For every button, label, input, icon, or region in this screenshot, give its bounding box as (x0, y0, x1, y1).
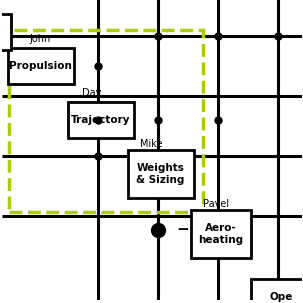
Bar (8, 48, 74, 84)
Bar (0, 14, 11, 50)
Text: Trajectory: Trajectory (71, 115, 130, 125)
Text: −: − (177, 222, 190, 237)
Text: Ope: Ope (269, 292, 292, 302)
Text: Pavel: Pavel (203, 199, 229, 209)
Text: Weights
& Sizing: Weights & Sizing (136, 163, 185, 185)
Bar (68, 102, 134, 138)
Text: John: John (30, 34, 51, 44)
Text: Propulsion: Propulsion (9, 61, 72, 71)
Bar (128, 150, 194, 198)
Text: Dav: Dav (82, 88, 101, 98)
Bar (191, 210, 251, 258)
Text: Mike: Mike (140, 139, 163, 149)
Text: Aero-
heating: Aero- heating (198, 223, 243, 245)
Bar (251, 279, 303, 303)
Bar (9, 30, 203, 212)
